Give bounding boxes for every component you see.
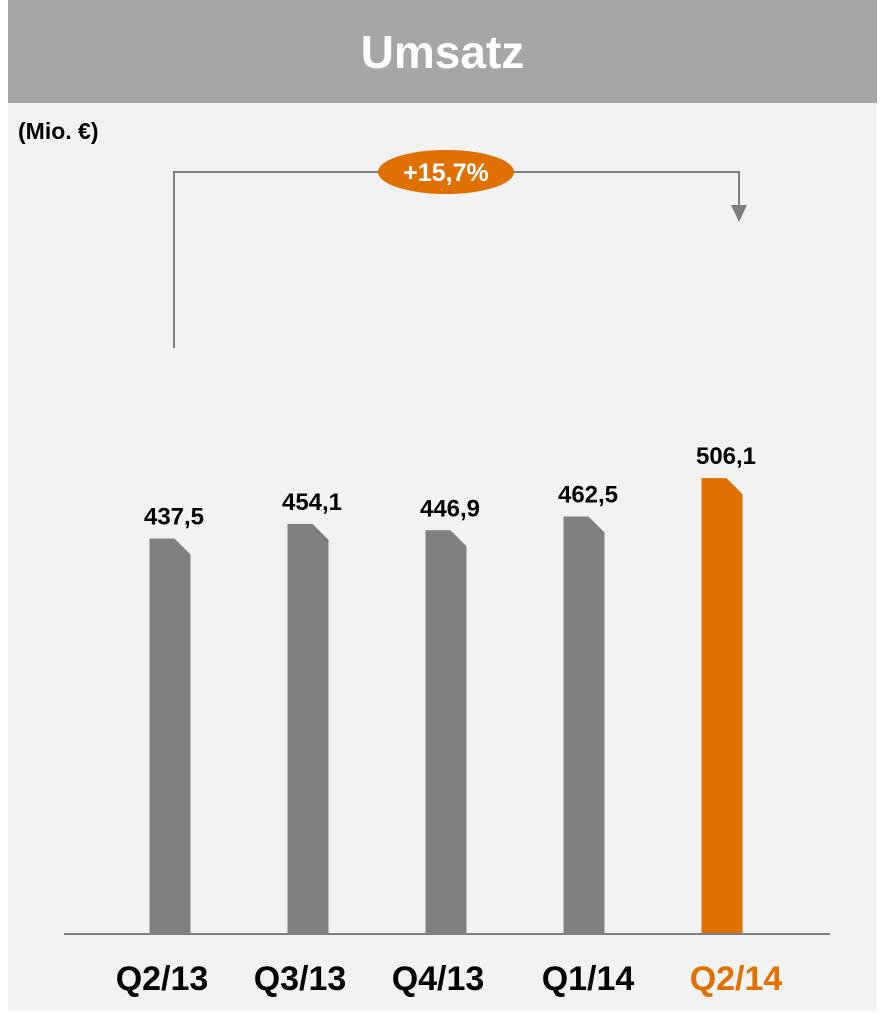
unit-label: (Mio. €) xyxy=(18,118,99,144)
growth-annotation: +15,7% xyxy=(173,150,747,348)
value-labels: 437,5 454,1 446,9 462,5 506,1 xyxy=(144,443,756,530)
x-tick-label: Q2/14 xyxy=(690,960,783,998)
x-tick-labels: Q2/13 Q3/13 Q4/13 Q1/14 Q2/14 xyxy=(116,960,783,998)
bar-q4-13 xyxy=(425,530,467,934)
value-label: 454,1 xyxy=(282,489,342,516)
bar-q1-14 xyxy=(563,516,605,934)
value-label: 506,1 xyxy=(696,443,756,470)
bar-q2-13 xyxy=(149,538,191,934)
x-tick-label: Q3/13 xyxy=(254,960,347,998)
x-tick-label: Q2/13 xyxy=(116,960,209,998)
growth-badge-label: +15,7% xyxy=(403,159,489,187)
growth-badge xyxy=(378,150,514,194)
value-label: 437,5 xyxy=(144,504,204,531)
bracket-arrowhead xyxy=(731,205,747,222)
x-tick-label: Q4/13 xyxy=(392,960,485,998)
bracket-line xyxy=(173,171,740,348)
bar-q3-13 xyxy=(287,523,329,934)
chart-title: Umsatz xyxy=(360,25,525,78)
x-tick-label: Q1/14 xyxy=(542,960,635,998)
value-label: 446,9 xyxy=(420,495,480,522)
value-label: 462,5 xyxy=(558,482,618,509)
title-bar: Umsatz xyxy=(8,0,877,103)
bars xyxy=(149,478,743,934)
bar-q2-14 xyxy=(701,478,743,934)
